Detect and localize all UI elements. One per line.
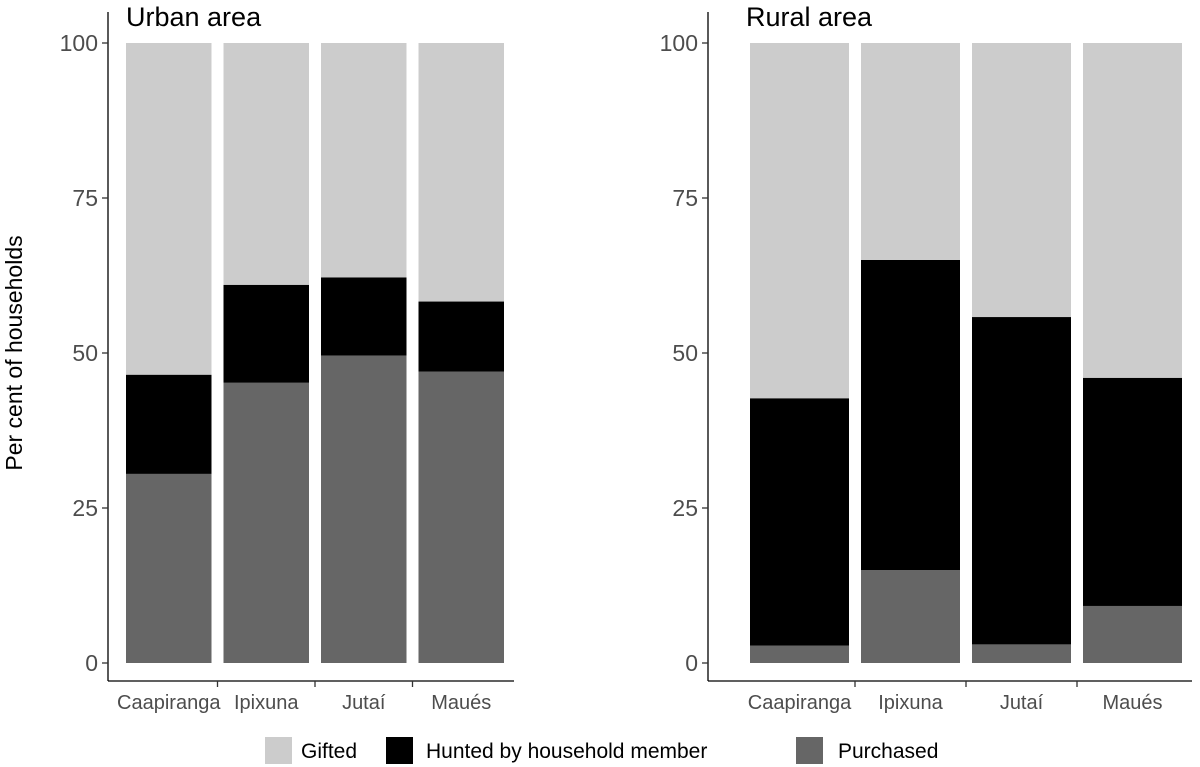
x-tick-label-jutai: Jutaí [1000,692,1044,714]
bar-jutai-purchased [321,355,407,663]
bar-caapiranga-purchased [126,473,212,663]
x-tick-label-ipixuna: Ipixuna [234,692,299,714]
bar-maues-hunted-by-household-member [418,301,504,372]
y-tick-label: 100 [660,30,698,56]
x-tick-label-ipixuna: Ipixuna [878,692,943,714]
x-tick-label-jutai: Jutaí [342,692,386,714]
legend-label-gifted: Gifted [301,740,357,763]
bar-caapiranga-hunted-by-household-member [126,374,212,474]
bar-jutai-hunted-by-household-member [321,277,407,356]
bar-maues-hunted-by-household-member [1083,377,1182,606]
legend-swatch-hunted-by-household-member [386,737,413,764]
rural-area-panel: Rural area 0 25 50 75 100 Caapiranga Ipixuna Jut… [660,2,1192,714]
urban-area-panel: Urban area 0 25 50 75 100 Caapiranga Ipixuna Jut… [60,2,514,714]
legend-label-purchased: Purchased [838,740,938,763]
bar-maues-gifted [1083,43,1182,378]
x-tick-label-maues: Maués [431,692,491,714]
y-tick-label: 0 [685,650,698,676]
y-tick-label: 25 [72,495,98,521]
bar-caapiranga-hunted-by-household-member [750,398,849,646]
bar-jutai-gifted [321,43,407,278]
y-tick-label: 25 [672,495,698,521]
legend-swatch-purchased [796,737,823,764]
panel-title: Rural area [746,2,873,32]
bar-ipixuna-hunted-by-household-member [861,260,960,570]
x-tick-label-maues: Maués [1102,692,1162,714]
bar-ipixuna-gifted [223,43,309,285]
y-tick-label: 0 [85,650,98,676]
bar-ipixuna-gifted [861,43,960,260]
bar-jutai-hunted-by-household-member [972,317,1071,645]
panel-title: Urban area [126,2,262,32]
y-tick-label: 50 [72,340,98,366]
y-tick-label: 100 [60,30,98,56]
x-tick-label-caapiranga: Caapiranga [117,692,221,714]
legend-swatch-gifted [265,737,292,764]
bar-caapiranga-gifted [750,43,849,399]
legend-label-hunted-by-household-member: Hunted by household member [426,740,707,763]
bar-jutai-gifted [972,43,1071,318]
y-tick-label: 75 [672,185,698,211]
bar-maues-gifted [418,43,504,302]
bar-caapiranga-purchased [750,645,849,663]
bar-jutai-purchased [972,644,1071,663]
y-tick-label: 75 [72,185,98,211]
y-axis-title: Per cent of households [1,235,27,470]
bar-ipixuna-hunted-by-household-member [223,284,309,383]
x-tick-label-caapiranga: Caapiranga [748,692,852,714]
bar-caapiranga-gifted [126,43,212,375]
legend: Gifted Hunted by household member Purchase… [265,737,938,764]
bar-maues-purchased [1083,605,1182,663]
bar-ipixuna-purchased [223,382,309,663]
bar-ipixuna-purchased [861,570,960,663]
y-tick-label: 50 [672,340,698,366]
bar-maues-purchased [418,371,504,663]
